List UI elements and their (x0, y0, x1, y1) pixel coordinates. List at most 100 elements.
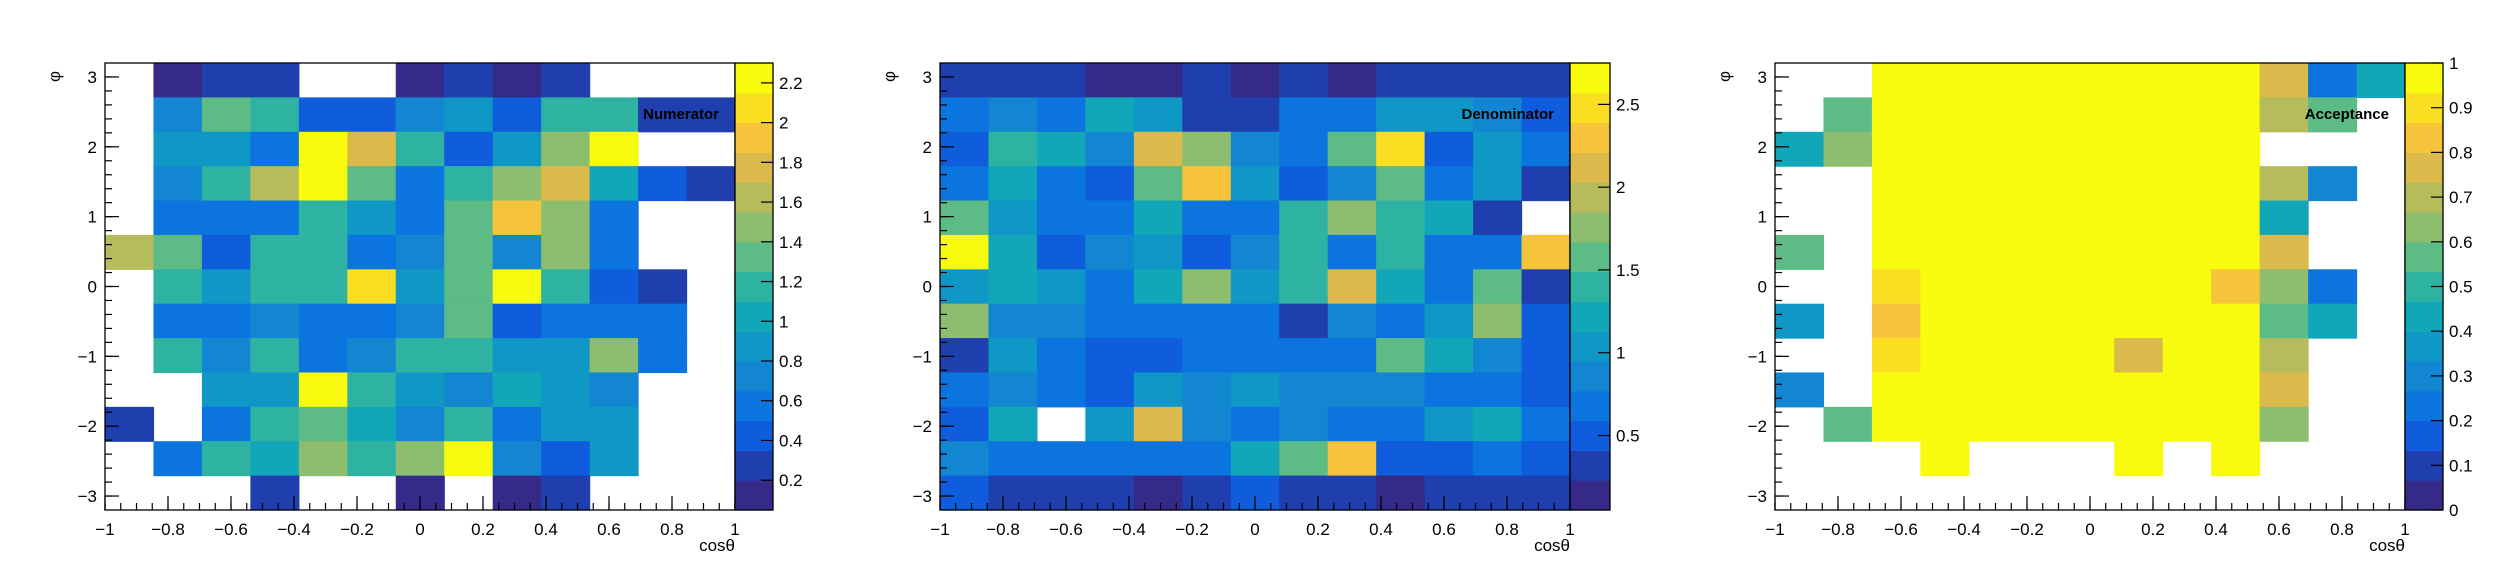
heatmap-cell (444, 166, 494, 202)
heatmap-cell (1920, 303, 1970, 339)
heatmap-cell (1424, 97, 1474, 133)
heatmap-cell (1327, 63, 1377, 98)
heatmap-cell (1182, 338, 1232, 374)
colorbar-segment (735, 241, 773, 273)
heatmap-cell (1279, 269, 1329, 305)
heatmap-cell (1085, 234, 1135, 270)
heatmap-cell (2017, 131, 2067, 167)
heatmap-cell (1036, 303, 1086, 339)
histogram-title: Acceptance (2305, 106, 2389, 123)
heatmap-cell (1279, 97, 1329, 133)
heatmap-cell (395, 406, 445, 442)
heatmap-cell (988, 269, 1038, 305)
heatmap-cell (153, 63, 203, 98)
heatmap-panel-2: −1 −0.8 −0.6 −0.4 −0.2 0 0.2 0.4 0.6 0.8 1 −3 −2 −1 0 1… (880, 62, 1640, 555)
heatmap-cell (2211, 269, 2261, 305)
heatmap-cell (298, 131, 348, 167)
heatmap-cell (492, 372, 542, 408)
heatmap-cell (1968, 406, 2018, 442)
heatmap-cell (1085, 475, 1135, 511)
heatmap-cell (153, 269, 203, 305)
heatmap-cell (492, 166, 542, 202)
heatmap-cell (347, 406, 397, 442)
heatmap-cell (589, 234, 639, 270)
y-tick-label: 3 (1758, 68, 1767, 87)
heatmap-cell (2259, 303, 2309, 339)
heatmap-cell (1036, 131, 1086, 167)
heatmap-cell (1920, 372, 1970, 408)
heatmap-cell (2259, 269, 2309, 305)
heatmap-cell (988, 200, 1038, 236)
heatmap-cell (1775, 303, 1825, 339)
colorbar-tick-label: 1.6 (779, 193, 803, 212)
heatmap-cell (1424, 131, 1474, 167)
heatmap-cell (250, 166, 300, 202)
y-tick-label: −1 (913, 347, 932, 366)
heatmap-cell (201, 441, 251, 477)
heatmap-cell (105, 234, 155, 270)
colorbar-tick-label: 2.2 (779, 74, 803, 93)
heatmap-cell (2114, 269, 2164, 305)
heatmap-cell (2162, 200, 2212, 236)
heatmap-cell (1376, 234, 1426, 270)
colorbar-tick-label: 0.8 (779, 352, 803, 371)
heatmap-cell (541, 131, 591, 167)
heatmap-cell (1036, 97, 1086, 133)
heatmap-cell (1521, 338, 1571, 374)
x-tick-label: −1 (95, 520, 114, 539)
heatmap-cell (1085, 63, 1135, 98)
heatmap-cell (589, 131, 639, 167)
heatmap-cell (940, 338, 990, 374)
heatmap-cell (1230, 166, 1280, 202)
heatmap-cell (250, 372, 300, 408)
heatmap-cell (1279, 406, 1329, 442)
heatmap-cell (2211, 441, 2261, 477)
heatmap-cell (347, 131, 397, 167)
heatmap-cell (1376, 131, 1426, 167)
y-tick-label: 1 (88, 208, 97, 227)
heatmap-cell (541, 441, 591, 477)
colorbar-tick-label: 0.8 (2449, 143, 2473, 162)
y-tick-label: 2 (923, 138, 932, 157)
heatmap-cell (1521, 97, 1571, 133)
heatmap-cell (2162, 303, 2212, 339)
colorbar-segment (1570, 301, 1610, 332)
y-tick-label: 2 (1758, 138, 1767, 157)
heatmap-cell (589, 166, 639, 202)
heatmap-cell (395, 338, 445, 374)
heatmap-cell (1182, 63, 1232, 98)
heatmap-cell (1133, 131, 1183, 167)
heatmap-cell (201, 303, 251, 339)
heatmap-cell (940, 234, 990, 270)
heatmap-cell (492, 131, 542, 167)
heatmap-cell (940, 200, 990, 236)
x-tick-label: 0.2 (2141, 520, 2165, 539)
colorbar-tick-label: 0.6 (2449, 233, 2473, 252)
heatmap-cell (1279, 200, 1329, 236)
x-tick-label: −0.6 (1884, 520, 1918, 539)
heatmap-cell (1230, 63, 1280, 98)
colorbar-segment (2405, 480, 2443, 511)
heatmap-cell (105, 406, 155, 442)
heatmap-cell (1775, 372, 1825, 408)
heatmap-cell (2017, 166, 2067, 202)
x-tick-label: −0.2 (2010, 520, 2044, 539)
heatmap-cell (492, 97, 542, 133)
heatmap-cell (395, 303, 445, 339)
heatmap-cell (2259, 372, 2309, 408)
heatmap-cell (1327, 200, 1377, 236)
heatmap-cell (988, 475, 1038, 511)
heatmap-cell (2259, 406, 2309, 442)
heatmap-cell (1968, 97, 2018, 133)
heatmap-cell (1775, 234, 1825, 270)
heatmap-cell (250, 338, 300, 374)
heatmap-cell (1327, 338, 1377, 374)
colorbar-segment (735, 331, 773, 362)
heatmap-cell (1521, 475, 1571, 511)
heatmap-cell (395, 63, 445, 98)
heatmap-cell (686, 166, 736, 202)
heatmap-cell (395, 166, 445, 202)
heatmap-cell (2308, 97, 2358, 133)
x-tick-label: 0.2 (1306, 520, 1330, 539)
heatmap-cell (940, 406, 990, 442)
